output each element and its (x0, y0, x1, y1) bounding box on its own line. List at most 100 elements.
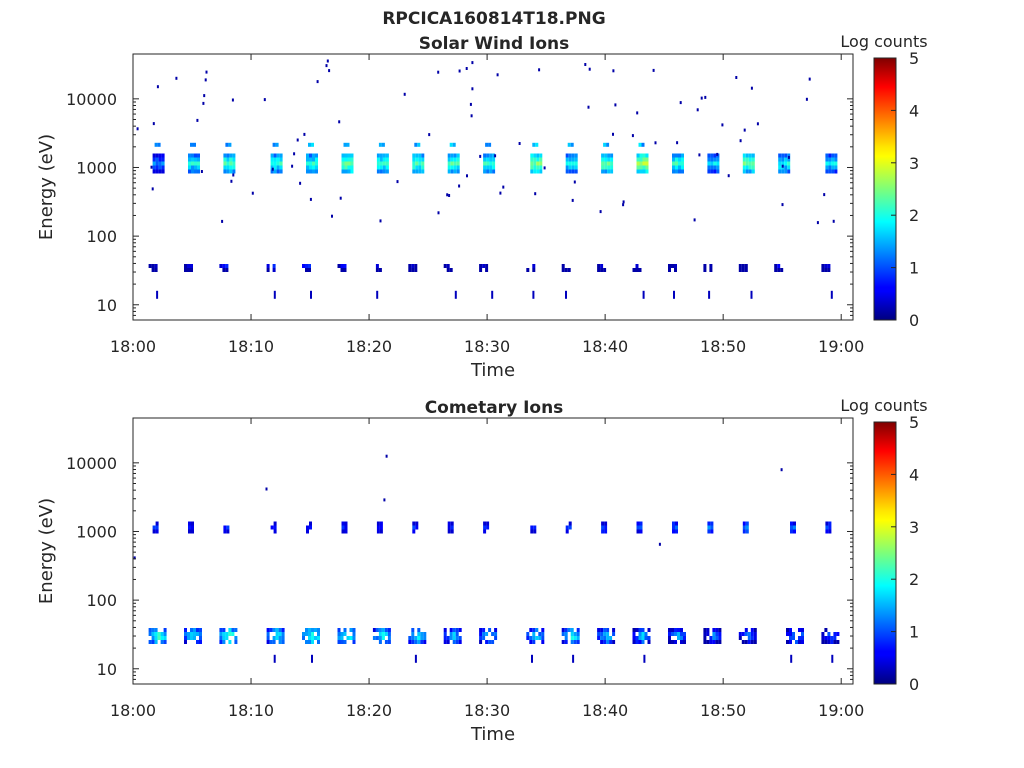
count-pixel (742, 153, 746, 158)
count-pixel (193, 632, 196, 636)
count-pixel (672, 521, 675, 526)
count-pixel (446, 264, 450, 268)
count-pixel (805, 97, 808, 101)
count-pixel (276, 157, 280, 162)
x-tick-label: 18:10 (228, 337, 274, 356)
count-pixel (311, 636, 314, 640)
count-pixel (458, 628, 462, 632)
count-pixel (421, 165, 425, 170)
count-pixel (825, 161, 829, 166)
count-pixel (789, 628, 792, 632)
count-pixel (831, 161, 835, 166)
count-pixel (676, 141, 679, 145)
count-pixel (790, 525, 793, 530)
count-pixel (707, 153, 711, 158)
count-pixel (266, 264, 270, 268)
count-pixel (187, 632, 190, 636)
count-pixel (344, 169, 348, 174)
count-pixel (532, 290, 535, 299)
count-pixel (276, 161, 280, 166)
count-pixel (678, 161, 681, 166)
count-pixel (347, 157, 351, 162)
count-pixel (672, 157, 675, 162)
count-pixel (452, 640, 456, 644)
count-pixel (485, 268, 489, 272)
count-pixel (381, 142, 385, 147)
count-pixel (199, 640, 202, 644)
count-pixel (748, 165, 752, 170)
count-pixel (270, 153, 274, 158)
count-pixel (234, 640, 238, 644)
count-pixel (160, 640, 164, 644)
count-pixel (541, 628, 545, 632)
count-pixel (600, 640, 604, 644)
count-pixel (642, 161, 646, 166)
count-pixel (639, 153, 643, 158)
count-pixel (415, 153, 419, 158)
count-pixel (824, 628, 828, 632)
count-pixel (738, 264, 742, 268)
count-pixel (341, 529, 345, 534)
count-pixel (739, 139, 742, 143)
count-pixel (751, 153, 755, 158)
count-pixel (314, 636, 317, 640)
count-pixel (529, 636, 533, 640)
count-pixel (184, 640, 187, 644)
count-pixel (609, 636, 613, 640)
count-pixel (780, 468, 783, 472)
count-pixel (376, 525, 380, 530)
count-pixel (190, 264, 193, 268)
count-pixel (154, 632, 158, 636)
count-pixel (458, 636, 462, 640)
count-pixel (317, 636, 320, 640)
count-pixel (745, 157, 749, 162)
plot-frame (132, 53, 854, 321)
panel-title: Cometary Ions (425, 398, 564, 418)
count-pixel (396, 180, 399, 184)
count-pixel (678, 153, 681, 158)
count-pixel (784, 165, 788, 170)
count-pixel (831, 153, 835, 158)
count-pixel (573, 180, 576, 184)
count-pixel (453, 157, 457, 162)
count-pixel (273, 157, 277, 162)
count-pixel (219, 640, 223, 644)
count-pixel (158, 153, 162, 158)
count-pixel (151, 640, 155, 644)
count-pixel (681, 165, 684, 170)
count-pixel (576, 628, 580, 632)
count-pixel (456, 165, 460, 170)
count-pixel (415, 521, 419, 526)
count-pixel (446, 636, 450, 640)
count-pixel (798, 640, 801, 644)
count-pixel (228, 632, 232, 636)
count-pixel (491, 290, 494, 299)
count-pixel (597, 636, 601, 640)
count-pixel (502, 185, 505, 189)
count-pixel (305, 264, 308, 268)
count-pixel (279, 169, 283, 174)
count-pixel (339, 196, 342, 200)
count-pixel (194, 169, 197, 174)
count-pixel (163, 636, 167, 640)
count-pixel (194, 161, 197, 166)
count-pixel (155, 521, 159, 526)
colorbar-label: Log counts (840, 32, 927, 51)
count-pixel (190, 632, 193, 636)
count-pixel (538, 68, 541, 72)
count-pixel (471, 87, 474, 91)
count-pixel (742, 157, 746, 162)
count-pixel (276, 169, 280, 174)
count-pixel (379, 157, 383, 162)
count-pixel (450, 521, 454, 526)
count-pixel (561, 628, 565, 632)
count-pixel (533, 529, 537, 534)
count-pixel (808, 77, 811, 81)
count-pixel (492, 165, 496, 170)
count-pixel (302, 264, 305, 268)
colorbar-tick-label: 3 (909, 154, 919, 173)
count-pixel (229, 161, 233, 166)
count-pixel (635, 264, 639, 268)
count-pixel (446, 193, 449, 197)
